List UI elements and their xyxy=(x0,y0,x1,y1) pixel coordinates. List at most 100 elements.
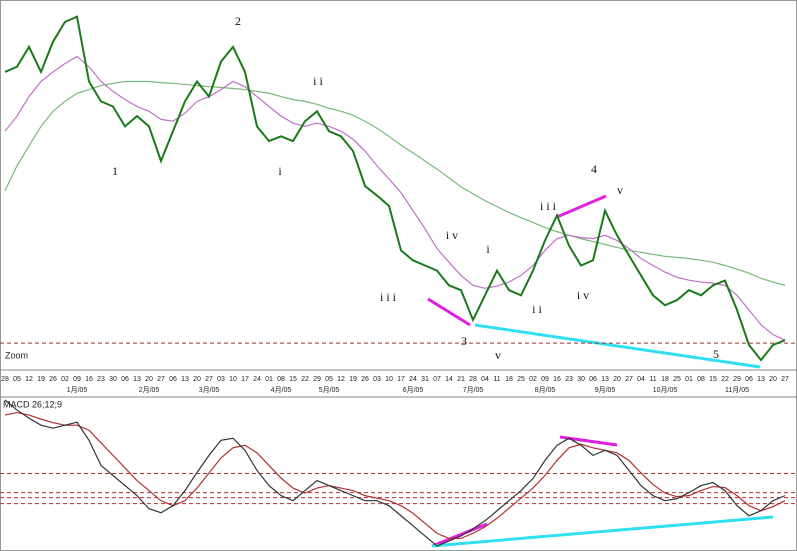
x-tick-label: 24 xyxy=(409,376,417,383)
trend-line xyxy=(431,515,774,548)
x-tick-label: 25 xyxy=(673,376,681,383)
x-tick-label: 22 xyxy=(301,376,309,383)
series-line xyxy=(4,55,786,341)
wave-label: v xyxy=(617,183,623,197)
month-tick-label: 10月/05 xyxy=(653,386,678,394)
x-tick-label: 10 xyxy=(385,376,393,383)
x-tick-label: 20 xyxy=(769,376,777,383)
month-tick-label: 3月/05 xyxy=(199,386,220,394)
wave-label: i i i xyxy=(380,290,397,304)
x-tick-label: 01 xyxy=(685,376,693,383)
x-tick-label: 06 xyxy=(169,376,177,383)
wave-label: i i xyxy=(532,302,542,316)
x-tick-label: 16 xyxy=(553,376,561,383)
x-tick-label: 07 xyxy=(433,376,441,383)
x-tick-label: 18 xyxy=(505,376,513,383)
x-tick-label: 20 xyxy=(145,376,153,383)
x-tick-label: 17 xyxy=(241,376,249,383)
x-tick-label: 13 xyxy=(181,376,189,383)
x-tick-label: 09 xyxy=(541,376,549,383)
x-tick-label: 29 xyxy=(313,376,321,383)
x-tick-label: 30 xyxy=(577,376,585,383)
wave-label: 2 xyxy=(235,14,241,28)
x-tick-label: 27 xyxy=(157,376,165,383)
trend-line xyxy=(431,522,488,548)
x-tick-label: 11 xyxy=(493,376,500,383)
month-tick-label: 4月/05 xyxy=(271,386,292,394)
x-tick-label: 28 xyxy=(1,376,9,383)
trend-line xyxy=(556,194,607,219)
wave-label: i v xyxy=(446,228,458,242)
wave-label: i xyxy=(486,242,490,256)
x-tick-label: 19 xyxy=(37,376,45,383)
x-tick-label: 05 xyxy=(13,376,21,383)
x-tick-label: 29 xyxy=(733,376,741,383)
wave-label: 4 xyxy=(591,162,597,176)
x-tick-label: 15 xyxy=(709,376,717,383)
x-tick-label: 15 xyxy=(289,376,297,383)
month-tick-label: 6月/05 xyxy=(403,386,424,394)
x-tick-label: 01 xyxy=(265,376,273,383)
x-tick-label: 03 xyxy=(217,376,225,383)
month-tick-label: 1月/05 xyxy=(67,386,88,394)
x-tick-label: 06 xyxy=(121,376,129,383)
x-tick-label: 27 xyxy=(625,376,633,383)
trend-line xyxy=(474,323,761,369)
x-tick-label: 20 xyxy=(613,376,621,383)
x-tick-label: 14 xyxy=(445,376,453,383)
x-tick-label: 31 xyxy=(421,376,429,383)
x-tick-label: 13 xyxy=(601,376,609,383)
wave-label: i xyxy=(278,164,282,178)
x-tick-label: 30 xyxy=(109,376,117,383)
x-tick-label: 09 xyxy=(73,376,81,383)
x-tick-label: 06 xyxy=(745,376,753,383)
x-tick-label: 21 xyxy=(457,376,465,383)
x-tick-label: 20 xyxy=(193,376,201,383)
x-tick-label: 25 xyxy=(517,376,525,383)
wave-label: v xyxy=(495,348,501,362)
x-tick-label: 02 xyxy=(61,376,69,383)
x-tick-label: 12 xyxy=(337,376,345,383)
x-tick-label: 13 xyxy=(133,376,141,383)
x-tick-label: 23 xyxy=(565,376,573,383)
x-tick-label: 04 xyxy=(481,376,489,383)
month-tick-label: 8月/05 xyxy=(535,386,556,394)
month-tick-label: 2月/05 xyxy=(139,386,160,394)
series-line xyxy=(4,80,786,286)
x-tick-label: 23 xyxy=(97,376,105,383)
x-tick-label: 26 xyxy=(361,376,369,383)
x-tick-label: 02 xyxy=(529,376,537,383)
x-tick-label: 28 xyxy=(469,376,477,383)
wave-label: 5 xyxy=(713,347,719,361)
series-line xyxy=(4,15,786,362)
series-line xyxy=(4,399,786,547)
wave-label: 3 xyxy=(461,334,467,348)
x-tick-label: 16 xyxy=(85,376,93,383)
zoom-label: Zoom xyxy=(5,350,28,360)
x-tick-label: 03 xyxy=(373,376,381,383)
x-tick-label: 12 xyxy=(25,376,33,383)
x-tick-label: 18 xyxy=(661,376,669,383)
wave-label: i i i xyxy=(540,199,557,213)
month-tick-label: 11月/05 xyxy=(725,386,749,394)
month-tick-label: 9月/05 xyxy=(595,386,616,394)
x-tick-label: 26 xyxy=(49,376,57,383)
trend-line xyxy=(427,297,471,327)
month-tick-label: 7月/05 xyxy=(463,386,484,394)
x-tick-label: 22 xyxy=(721,376,729,383)
series-line xyxy=(4,411,786,540)
trend-lines xyxy=(427,194,774,548)
x-tick-label: 19 xyxy=(349,376,357,383)
x-tick-label: 06 xyxy=(589,376,597,383)
x-tick-label: 27 xyxy=(205,376,213,383)
x-tick-label: 24 xyxy=(253,376,261,383)
x-tick-label: 05 xyxy=(325,376,333,383)
month-tick-label: 5月/05 xyxy=(319,386,340,394)
x-tick-label: 11 xyxy=(649,376,656,383)
wave-label: i i xyxy=(313,74,323,88)
x-tick-label: 17 xyxy=(397,376,405,383)
wave-label: 1 xyxy=(112,164,118,178)
